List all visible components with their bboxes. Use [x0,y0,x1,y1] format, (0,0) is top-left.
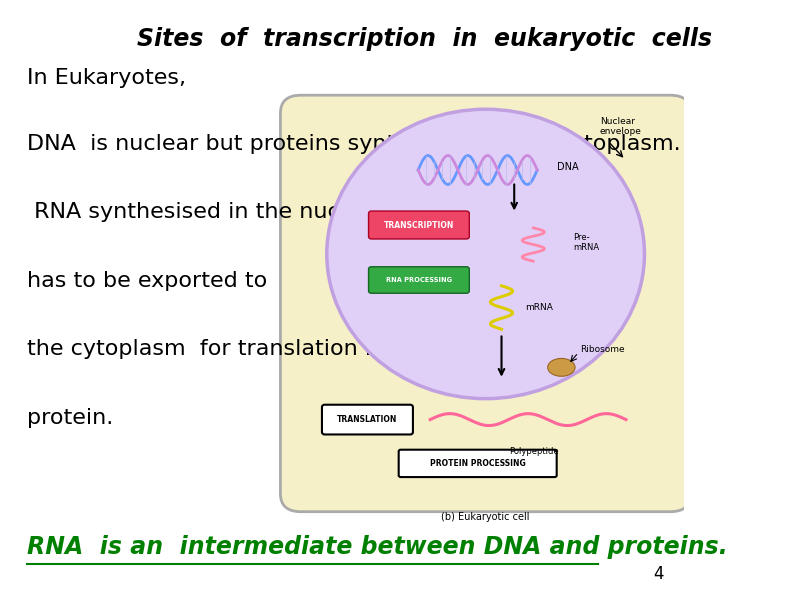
Text: Sites  of  transcription  in  eukaryotic  cells: Sites of transcription in eukaryotic cel… [137,27,711,51]
Text: TRANSLATION: TRANSLATION [337,415,398,424]
FancyBboxPatch shape [322,405,413,434]
Text: RNA PROCESSING: RNA PROCESSING [386,277,452,283]
FancyBboxPatch shape [280,95,691,512]
Text: protein.: protein. [27,408,114,428]
Text: Polypeptide: Polypeptide [509,447,558,456]
Text: mRNA: mRNA [526,303,553,312]
Text: TRANSCRIPTION: TRANSCRIPTION [384,221,454,230]
Ellipse shape [548,358,575,376]
Text: DNA: DNA [557,162,579,172]
Text: Ribosome: Ribosome [580,345,625,354]
Text: RNA  is an  intermediate between DNA and proteins.: RNA is an intermediate between DNA and p… [27,536,728,559]
Ellipse shape [327,109,645,399]
Text: In Eukaryotes,: In Eukaryotes, [27,68,187,89]
FancyBboxPatch shape [399,450,557,477]
Text: RNA synthesised in the nucleus: RNA synthesised in the nucleus [27,202,386,223]
Text: Pre-
mRNA: Pre- mRNA [573,233,599,252]
Text: (b) Eukaryotic cell: (b) Eukaryotic cell [441,512,530,522]
Text: DNA  is nuclear but proteins synthesized in the cytoplasm.: DNA is nuclear but proteins synthesized … [27,134,681,154]
FancyBboxPatch shape [368,267,469,293]
Text: 4: 4 [653,565,664,583]
Text: the cytoplasm  for translation into: the cytoplasm for translation into [27,339,408,359]
Text: Nuclear
envelope: Nuclear envelope [600,117,642,136]
Text: PROTEIN PROCESSING: PROTEIN PROCESSING [430,459,526,468]
Text: has to be exported to: has to be exported to [27,271,268,291]
FancyBboxPatch shape [368,211,469,239]
